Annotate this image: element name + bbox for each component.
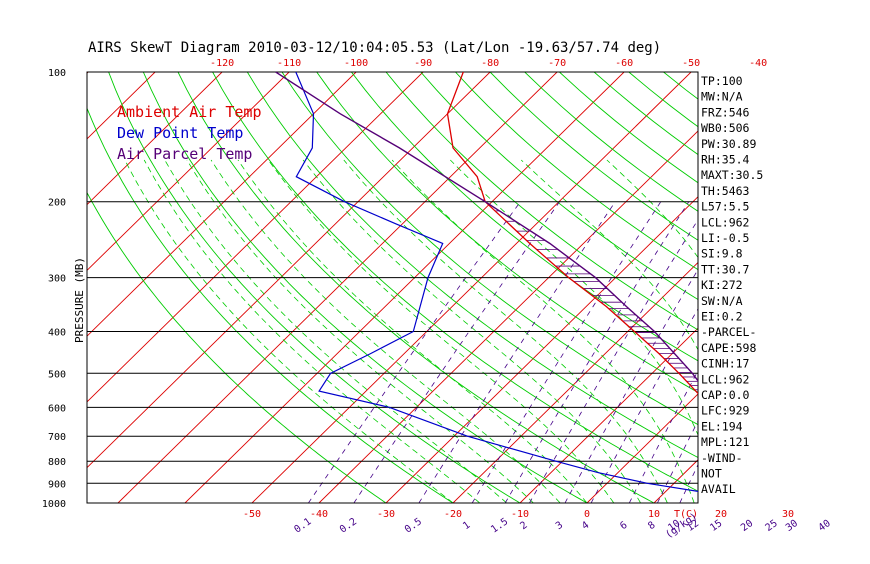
index-entry: EI:0.2 bbox=[701, 310, 743, 324]
bottom-temp-tick-label: -40 bbox=[310, 509, 328, 520]
pressure-tick-label: 400 bbox=[48, 327, 66, 338]
index-entry: TH:5463 bbox=[701, 184, 750, 198]
top-temp-tick-label: -120 bbox=[210, 58, 234, 69]
top-temp-tick-label: -110 bbox=[277, 58, 301, 69]
index-entry: -WIND- bbox=[701, 451, 743, 465]
top-temp-tick-label: -80 bbox=[481, 58, 499, 69]
legend-entry: Ambient Air Temp bbox=[117, 103, 262, 121]
index-entry: L57:5.5 bbox=[701, 200, 749, 214]
pressure-tick-label: 1000 bbox=[42, 499, 66, 510]
index-entry: NOT bbox=[701, 467, 722, 481]
top-temp-tick-label: -50 bbox=[682, 58, 700, 69]
top-temp-tick-label: -60 bbox=[615, 58, 633, 69]
index-entry: WB0:506 bbox=[701, 121, 750, 135]
index-entry: TT:30.7 bbox=[701, 262, 750, 276]
index-entry: SI:9.8 bbox=[701, 247, 743, 261]
pressure-tick-label: 800 bbox=[48, 457, 66, 468]
index-entry: -PARCEL- bbox=[701, 325, 756, 339]
pressure-tick-label: 500 bbox=[48, 369, 66, 380]
bottom-temp-tick-label: 10 bbox=[648, 509, 660, 520]
index-entry: PW:30.89 bbox=[701, 137, 756, 151]
top-temp-tick-label: -90 bbox=[414, 58, 432, 69]
index-entry: FRZ:546 bbox=[701, 105, 750, 119]
legend-entry: Air Parcel Temp bbox=[117, 145, 252, 163]
index-entry: EL:194 bbox=[701, 419, 743, 433]
top-temp-tick-label: -70 bbox=[548, 58, 566, 69]
index-entry: SW:N/A bbox=[701, 294, 743, 308]
chart-title: AIRS SkewT Diagram 2010-03-12/10:04:05.5… bbox=[88, 40, 661, 56]
index-entry: AVAIL bbox=[701, 482, 736, 496]
index-entry: TP:100 bbox=[701, 74, 743, 88]
index-entry: LCL:962 bbox=[701, 372, 749, 386]
index-entry: MW:N/A bbox=[701, 90, 743, 104]
pressure-tick-label: 200 bbox=[48, 198, 66, 209]
index-entry: LI:-0.5 bbox=[701, 231, 749, 245]
index-entry: MAXT:30.5 bbox=[701, 168, 763, 182]
pressure-tick-label: 100 bbox=[48, 68, 66, 79]
bottom-temp-tick-label: -50 bbox=[243, 509, 261, 520]
index-entry: RH:35.4 bbox=[701, 153, 750, 167]
index-entry: CAPE:598 bbox=[701, 341, 756, 355]
pressure-tick-label: 700 bbox=[48, 432, 66, 443]
bottom-temp-tick-label: 0 bbox=[584, 509, 590, 520]
top-temp-tick-label: -40 bbox=[749, 58, 767, 69]
y-axis-label: PRESSURE (MB) bbox=[73, 257, 86, 343]
top-temp-tick-label: -100 bbox=[344, 58, 368, 69]
index-entry: KI:272 bbox=[701, 278, 743, 292]
legend-entry: Dew Point Temp bbox=[117, 124, 243, 142]
pressure-tick-label: 300 bbox=[48, 274, 66, 285]
bottom-temp-tick-label: -20 bbox=[444, 509, 462, 520]
pressure-tick-label: 600 bbox=[48, 403, 66, 414]
index-entry: LCL:962 bbox=[701, 215, 749, 229]
legend: Ambient Air Temp Dew Point Temp Air Parcel… bbox=[117, 103, 262, 163]
index-entry: CINH:17 bbox=[701, 357, 750, 371]
bottom-temp-tick-label: -30 bbox=[377, 509, 395, 520]
index-entry: MPL:121 bbox=[701, 435, 750, 449]
index-entry: LFC:929 bbox=[701, 404, 750, 418]
bottom-temp-tick-label: -10 bbox=[511, 509, 529, 520]
pressure-tick-label: 900 bbox=[48, 479, 66, 490]
index-entry: CAP:0.0 bbox=[701, 388, 750, 402]
